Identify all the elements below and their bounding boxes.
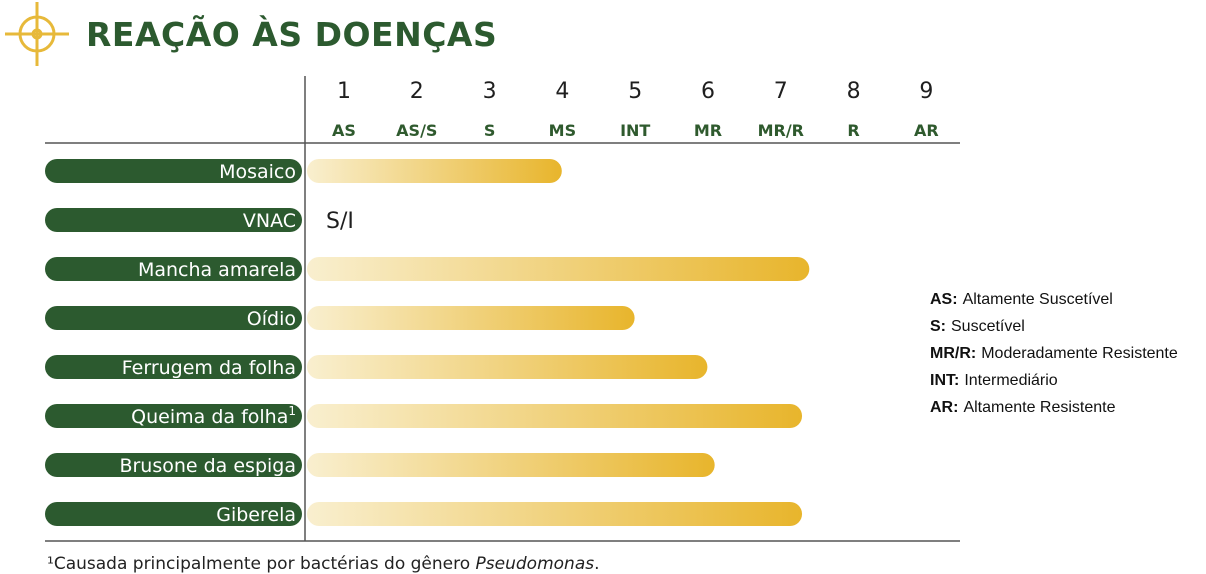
legend-description: Altamente Resistente [963,399,1115,416]
reaction-bar [307,159,562,183]
reaction-bar [307,257,810,281]
legend-key: MR/R: [930,345,976,362]
disease-label-text: VNAC [243,210,296,232]
legend-key: AS: [930,291,958,308]
title-icon [5,2,69,66]
legend-item: INT: Intermediário [930,372,1058,389]
disease-label-text: Brusone da espiga [119,455,296,477]
scale-code: S [484,121,496,140]
legend-key: AR: [930,399,958,416]
disease-label-text: Mosaico [219,161,296,183]
disease-label-pill [45,355,302,379]
disease-label: Queima da folha1 [131,404,296,428]
disease-label: Mosaico [219,161,296,183]
disease-label-text: Ferrugem da folha [122,357,296,379]
scale-number: 3 [483,79,497,104]
disease-row: VNAC S/I [45,208,354,234]
reaction-bar [307,502,803,526]
legend-item: AR: Altamente Resistente [930,399,1116,416]
legend-description: Altamente Suscetível [963,291,1113,308]
disease-label-pill [45,257,302,281]
disease-label: Oídio [247,308,296,330]
reaction-bar [307,404,803,428]
disease-label-pill [45,453,302,477]
disease-label-pill [45,208,302,232]
disease-label-text: Mancha amarela [138,259,296,281]
disease-row: Mosaico [45,159,562,183]
disease-row: Queima da folha1 [45,404,803,428]
legend-item: S: Suscetível [930,318,1025,335]
scale-code: MR/R [758,121,804,140]
legend-description: Moderadamente Resistente [981,345,1178,362]
scale-number: 8 [847,79,861,104]
legend: AS: Altamente Suscetível S: Suscetível MR/R:… [930,291,1178,416]
disease-label-pill [45,404,302,428]
disease-row: Ferrugem da folha [45,355,708,379]
footnote: ¹Causada principalmente por bactérias do… [47,554,600,574]
footnote-superscript: 1 [288,404,296,418]
disease-label-pill [45,306,302,330]
scale-number: 2 [410,79,424,104]
disease-label: Brusone da espiga [119,455,296,477]
disease-label-text: Queima da folha [131,406,288,428]
scale-code: MS [549,121,576,140]
scale-code: R [847,121,859,140]
scale-number: 6 [701,79,715,104]
legend-key: S: [930,318,946,335]
no-information-label: S/I [326,209,354,234]
legend-item: MR/R: Moderadamente Resistente [930,345,1178,362]
reaction-bar [307,306,635,330]
disease-label: VNAC [243,210,296,232]
disease-row: Giberela [45,502,803,526]
scale-code: AS/S [396,121,437,140]
scale-number: 7 [774,79,788,104]
scale-number: 9 [919,79,933,104]
crosshair-target-icon [5,2,69,66]
footnote-end: . [594,554,599,574]
scale-code: MR [694,121,722,140]
scale-number: 4 [555,79,569,104]
disease-label: Ferrugem da folha [122,357,296,379]
disease-label-text: Giberela [216,504,296,526]
page-title: REAÇÃO ÀS DOENÇAS [86,14,497,54]
legend-item: AS: Altamente Suscetível [930,291,1113,308]
disease-row: Mancha amarela [45,257,810,281]
legend-key: INT: [930,372,959,389]
legend-description: Intermediário [964,372,1057,389]
scale-number: 1 [337,79,351,104]
disease-rows: Mosaico VNAC S/I Mancha amarela Oídio Ferruge… [45,159,810,526]
scale-code: AR [914,121,939,140]
disease-label-text: Oídio [247,308,296,330]
disease-label-pill [45,159,302,183]
legend-description: Suscetível [951,318,1025,335]
reaction-bar [307,355,708,379]
footnote-text: Causada principalmente por bactérias do … [54,554,476,574]
scale-code: INT [620,121,650,140]
footnote-marker: ¹ [47,554,54,574]
disease-row: Brusone da espiga [45,453,715,477]
disease-label: Giberela [216,504,296,526]
scale-code: AS [332,121,356,140]
footnote-italic: Pseudomonas [476,554,595,574]
disease-label-pill [45,502,302,526]
disease-label: Mancha amarela [138,259,296,281]
scale-number: 5 [628,79,642,104]
disease-row: Oídio [45,306,635,330]
reaction-bar [307,453,715,477]
scale-header: 1 AS 2 AS/S 3 S 4 MS 5 INT 6 MR 7 MR/R 8 R 9 AR [332,79,939,140]
